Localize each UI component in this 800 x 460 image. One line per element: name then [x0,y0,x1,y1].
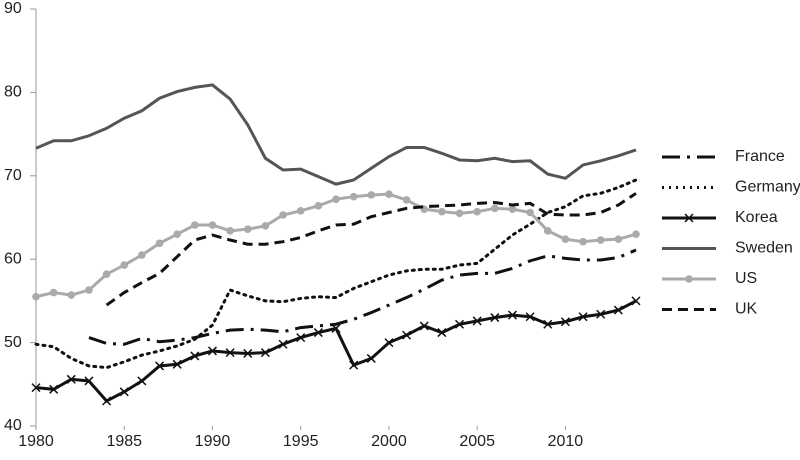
point [119,387,129,397]
point [296,333,306,343]
legend-label: Korea [735,209,778,226]
legend-label: US [735,270,757,287]
legend-marker [684,213,694,223]
point [173,230,181,238]
point [49,384,59,394]
series-line [35,299,637,403]
point [172,359,182,369]
series-line [35,192,637,299]
point [296,207,305,215]
x-tick-label: 2000 [371,433,407,450]
point [561,235,570,243]
point [526,208,534,217]
point [543,227,552,235]
x-tick-label: 1990 [195,433,231,450]
point [102,270,111,279]
point [454,319,465,329]
x-tick-label: 2010 [548,433,584,450]
point [402,330,412,340]
y-tick-label: 90 [4,0,22,17]
series-line [34,178,638,370]
series-line [35,83,637,186]
point [437,328,447,338]
legend-label: Germany [735,179,800,196]
point [84,376,94,386]
point [349,360,359,370]
point [367,191,376,199]
point [349,192,358,201]
point [596,309,606,319]
point [384,338,394,348]
y-tick-label: 70 [4,167,22,184]
point [32,292,40,301]
x-tick-label: 1985 [106,433,142,450]
point [543,319,553,329]
point [261,222,270,230]
point [385,190,393,198]
point [49,288,58,297]
point [278,339,288,349]
point [279,211,287,219]
series-line [88,248,637,346]
point [120,261,129,269]
legend-label: Sweden [735,240,793,257]
point [137,376,147,386]
y-tick-label: 60 [4,250,22,267]
point [155,239,164,248]
point [260,348,270,358]
x-tick-label: 1980 [18,433,54,450]
point [490,313,500,323]
point [313,328,323,338]
point [402,196,411,204]
point [243,225,252,233]
point [67,291,76,299]
point [525,312,535,322]
point [508,205,517,213]
point [225,348,235,358]
point [632,230,640,238]
point [613,305,623,315]
point [366,353,376,363]
point [614,235,623,243]
point [419,321,429,331]
x-tick-label: 1995 [283,433,319,450]
point [579,237,587,246]
point [560,317,570,327]
point [596,236,605,244]
point [207,346,218,356]
point [455,209,464,218]
point [631,296,641,306]
point [85,286,93,294]
point [31,383,41,393]
point [243,348,253,358]
point [332,195,340,203]
point [507,310,518,320]
point [102,396,112,406]
point [331,323,341,333]
y-tick-label: 80 [4,84,22,101]
point [66,374,76,384]
point [438,207,446,216]
point [491,204,499,213]
point [138,251,146,259]
legend-marker [685,275,693,283]
point [154,361,165,371]
point [226,227,234,235]
point [473,207,481,216]
legend-label: France [735,148,785,165]
x-tick-label: 2005 [459,433,495,450]
point [208,221,217,229]
legend-label: UK [735,301,758,318]
point [190,351,200,361]
point [578,312,588,322]
point [191,221,199,229]
point [472,316,482,326]
point [314,202,323,210]
y-tick-label: 40 [4,417,22,434]
series-line [105,192,637,307]
y-tick-label: 50 [4,334,22,351]
